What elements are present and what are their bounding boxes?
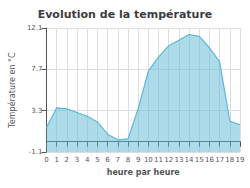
svg-text:9: 9 (136, 156, 140, 164)
svg-text:3.3: 3.3 (31, 107, 42, 115)
svg-text:17: 17 (215, 156, 224, 164)
svg-text:12: 12 (164, 156, 173, 164)
svg-text:3: 3 (75, 156, 79, 164)
svg-text:10: 10 (144, 156, 153, 164)
svg-text:11: 11 (154, 156, 163, 164)
svg-text:heure par heure: heure par heure (107, 168, 181, 177)
svg-text:0: 0 (44, 156, 48, 164)
svg-text:18: 18 (225, 156, 234, 164)
svg-text:13: 13 (174, 156, 183, 164)
svg-text:16: 16 (205, 156, 214, 164)
svg-text:Evolution de la température: Evolution de la température (38, 8, 213, 21)
svg-text:1: 1 (54, 156, 58, 164)
svg-text:5: 5 (95, 156, 99, 164)
svg-text:7.7: 7.7 (31, 65, 42, 73)
svg-text:19: 19 (236, 156, 245, 164)
svg-text:-1.1: -1.1 (29, 148, 43, 156)
svg-text:2: 2 (65, 156, 69, 164)
svg-text:14: 14 (185, 156, 194, 164)
svg-text:12.1: 12.1 (27, 24, 43, 32)
svg-text:4: 4 (85, 156, 90, 164)
svg-text:Température en °C: Température en °C (7, 52, 17, 129)
svg-text:7: 7 (116, 156, 120, 164)
svg-text:6: 6 (105, 156, 110, 164)
svg-text:8: 8 (126, 156, 130, 164)
svg-text:15: 15 (195, 156, 204, 164)
